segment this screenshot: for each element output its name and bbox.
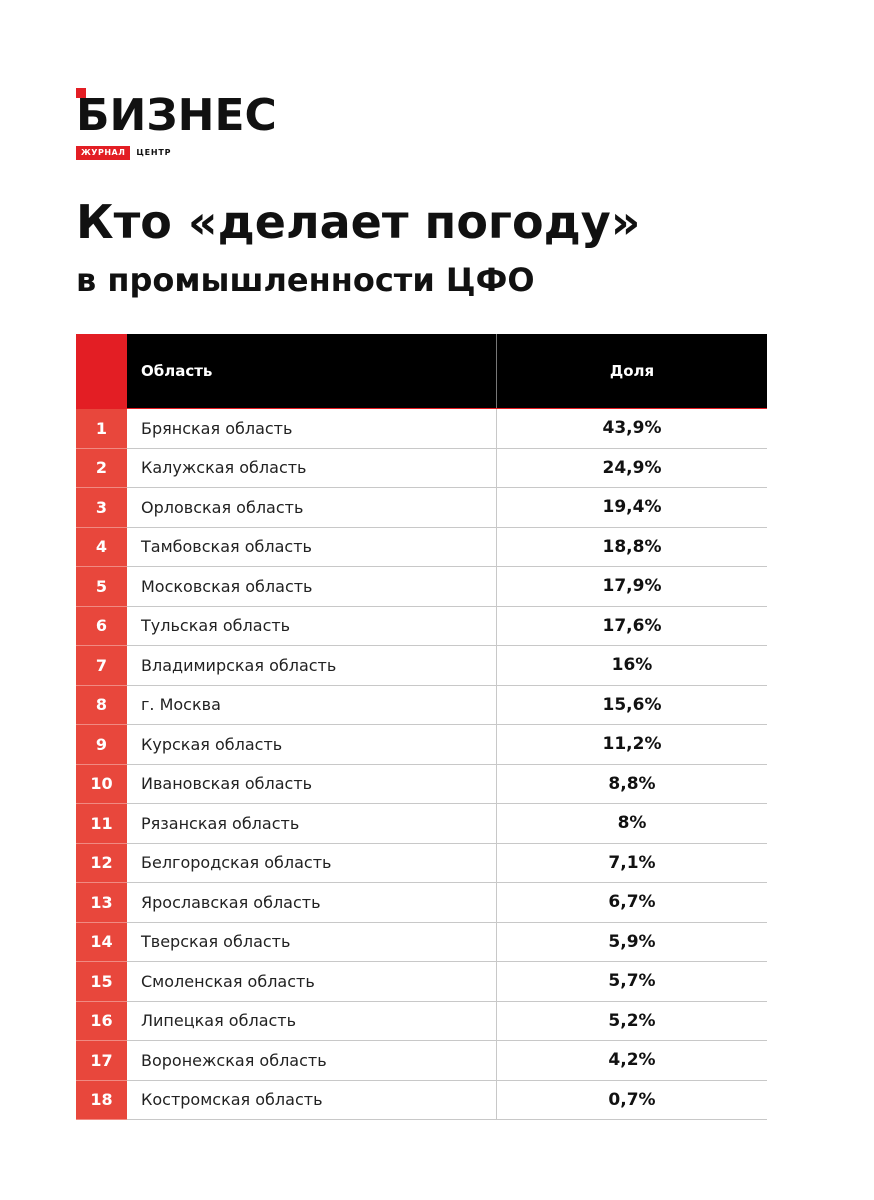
brand-logo: БИЗНЕС ЖУРНАЛ ЦЕНТР	[76, 88, 316, 160]
table-row: 16 Липецкая область 5,2%	[76, 1001, 767, 1041]
table-row: 2 Калужская область 24,9%	[76, 448, 767, 488]
logo-tag-secondary: ЦЕНТР	[136, 148, 172, 157]
logo-tag: ЖУРНАЛ	[76, 146, 131, 160]
rank-cell: 7	[76, 646, 127, 686]
rank-cell: 15	[76, 962, 127, 1002]
rank-cell: 10	[76, 764, 127, 804]
share-cell: 5,7%	[497, 962, 767, 1002]
table-row: 6 Тульская область 17,6%	[76, 606, 767, 646]
region-cell: Рязанская область	[127, 804, 497, 844]
region-cell: Владимирская область	[127, 646, 497, 686]
rank-cell: 8	[76, 685, 127, 725]
rank-cell: 6	[76, 606, 127, 646]
share-cell: 0,7%	[497, 1081, 767, 1120]
page-title: Кто «делает погоду»	[76, 195, 641, 249]
region-cell: Костромская область	[127, 1080, 497, 1120]
region-cell: Смоленская область	[127, 962, 497, 1002]
share-column-header: Доля	[497, 334, 767, 408]
share-cell: 5,9%	[497, 923, 767, 962]
table-row: 13 Ярославская область 6,7%	[76, 883, 767, 923]
region-cell: Воронежская область	[127, 1041, 497, 1081]
region-cell: Белгородская область	[127, 843, 497, 883]
table-header: Область Доля	[76, 334, 767, 409]
region-cell: г. Москва	[127, 685, 497, 725]
region-cell: Брянская область	[127, 409, 497, 449]
rank-header-cell	[76, 334, 127, 408]
share-cell: 16%	[497, 646, 767, 686]
table-row: 7 Владимирская область 16%	[76, 646, 767, 686]
share-cell: 43,9%	[497, 409, 767, 449]
table-row: 14 Тверская область 5,9%	[76, 922, 767, 962]
region-column-header: Область	[127, 334, 497, 408]
share-cell: 6,7%	[497, 883, 767, 923]
logo-subline: ЖУРНАЛ ЦЕНТР	[76, 146, 171, 160]
table-body: 1 Брянская область 43,9% 2 Калужская область…	[76, 409, 767, 1120]
region-cell: Орловская область	[127, 488, 497, 528]
table-row: 12 Белгородская область 7,1%	[76, 843, 767, 883]
table-row: 18 Костромская область 0,7%	[76, 1080, 767, 1120]
table-row: 10 Ивановская область 8,8%	[76, 764, 767, 804]
share-cell: 8,8%	[497, 765, 767, 804]
table-row: 3 Орловская область 19,4%	[76, 488, 767, 528]
table-row: 8 г. Москва 15,6%	[76, 685, 767, 725]
rank-cell: 13	[76, 883, 127, 923]
rank-cell: 14	[76, 922, 127, 962]
rank-cell: 12	[76, 843, 127, 883]
rank-cell: 9	[76, 725, 127, 765]
region-cell: Тверская область	[127, 922, 497, 962]
logo-wordmark: БИЗНЕС	[76, 90, 277, 141]
region-cell: Калужская область	[127, 448, 497, 488]
rank-cell: 18	[76, 1080, 127, 1120]
share-cell: 15,6%	[497, 686, 767, 725]
logo-red-square	[76, 88, 86, 98]
share-cell: 8%	[497, 804, 767, 844]
table-row: 4 Тамбовская область 18,8%	[76, 527, 767, 567]
rank-cell: 3	[76, 488, 127, 528]
table-row: 5 Московская область 17,9%	[76, 567, 767, 607]
rank-cell: 17	[76, 1041, 127, 1081]
table-row: 1 Брянская область 43,9%	[76, 409, 767, 449]
ranking-table: Область Доля 1 Брянская область 43,9% 2 Калу…	[76, 334, 767, 1120]
rank-cell: 1	[76, 409, 127, 449]
region-cell: Московская область	[127, 567, 497, 607]
region-cell: Курская область	[127, 725, 497, 765]
region-cell: Тамбовская область	[127, 527, 497, 567]
share-cell: 17,6%	[497, 607, 767, 646]
region-cell: Тульская область	[127, 606, 497, 646]
region-cell: Ярославская область	[127, 883, 497, 923]
share-cell: 24,9%	[497, 449, 767, 488]
rank-cell: 16	[76, 1001, 127, 1041]
rank-cell: 4	[76, 527, 127, 567]
share-cell: 19,4%	[497, 488, 767, 528]
rank-cell: 11	[76, 804, 127, 844]
table-row: 9 Курская область 11,2%	[76, 725, 767, 765]
region-cell: Ивановская область	[127, 764, 497, 804]
page-subtitle: в промышленности ЦФО	[76, 261, 535, 299]
share-cell: 5,2%	[497, 1002, 767, 1041]
rank-cell: 5	[76, 567, 127, 607]
table-row: 17 Воронежская область 4,2%	[76, 1041, 767, 1081]
table-row: 11 Рязанская область 8%	[76, 804, 767, 844]
share-cell: 7,1%	[497, 844, 767, 883]
share-cell: 18,8%	[497, 528, 767, 567]
share-cell: 4,2%	[497, 1041, 767, 1081]
table-row: 15 Смоленская область 5,7%	[76, 962, 767, 1002]
rank-cell: 2	[76, 448, 127, 488]
share-cell: 17,9%	[497, 567, 767, 607]
share-cell: 11,2%	[497, 725, 767, 765]
region-cell: Липецкая область	[127, 1001, 497, 1041]
